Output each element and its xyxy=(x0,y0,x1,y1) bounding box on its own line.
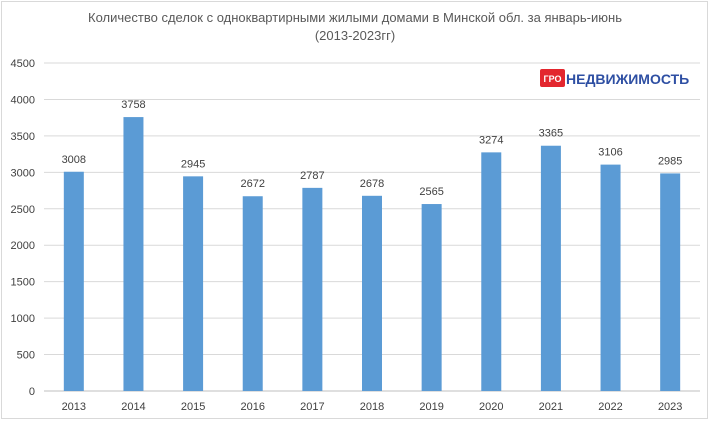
y-tick-label: 3000 xyxy=(11,167,35,179)
x-tick-label: 2020 xyxy=(479,401,503,413)
data-label-2017: 2787 xyxy=(300,170,324,182)
bars: 3008 3758 2945 2672 2787 2678 2565 3274 3365 3106… xyxy=(62,99,682,391)
y-tick-label: 3500 xyxy=(11,131,35,143)
logo-text: НЕДВИЖИМОСТЬ xyxy=(566,71,689,87)
y-tick-label: 1500 xyxy=(11,277,35,289)
x-tick-label: 2018 xyxy=(360,401,384,413)
logo-badge-icon xyxy=(540,69,565,87)
bar-2022 xyxy=(600,164,621,391)
y-tick-label: 500 xyxy=(17,350,35,362)
bar-2023 xyxy=(660,173,681,391)
x-tick-label: 2019 xyxy=(419,401,443,413)
x-tick-label: 2017 xyxy=(300,401,324,413)
bar-2014 xyxy=(123,117,144,391)
data-label-2014: 3758 xyxy=(121,99,145,111)
bar-2015 xyxy=(183,176,204,391)
logo: ГРО НЕДВИЖИМОСТЬ xyxy=(540,69,689,87)
data-label-2021: 3365 xyxy=(539,128,563,140)
y-axis-ticks: 0 500 1000 1500 2000 2500 3000 3500 4000 4500 xyxy=(11,58,35,398)
x-tick-label: 2023 xyxy=(658,401,682,413)
logo-badge-text: ГРО xyxy=(544,74,562,84)
x-tick-label: 2013 xyxy=(62,401,86,413)
x-tick-label: 2022 xyxy=(598,401,622,413)
bar-2019 xyxy=(421,204,442,391)
x-tick-label: 2015 xyxy=(181,401,205,413)
data-label-2023: 2985 xyxy=(658,155,682,167)
data-label-2019: 2565 xyxy=(419,186,443,198)
chart-subtitle: (2013-2023гг) xyxy=(315,28,395,43)
data-label-2020: 3274 xyxy=(479,134,503,146)
x-tick-label: 2016 xyxy=(240,401,264,413)
y-tick-label: 4500 xyxy=(11,58,35,70)
x-tick-label: 2014 xyxy=(121,401,145,413)
y-tick-label: 0 xyxy=(29,386,35,398)
y-tick-label: 2500 xyxy=(11,204,35,216)
x-tick-label: 2021 xyxy=(539,401,563,413)
bar-2016 xyxy=(242,196,263,391)
x-axis-ticks: 2013 2014 2015 2016 2017 2018 2019 2020 2021 2022… xyxy=(62,401,683,413)
y-tick-label: 2000 xyxy=(11,240,35,252)
data-label-2022: 3106 xyxy=(598,147,622,159)
bar-2018 xyxy=(362,195,382,391)
data-label-2016: 2672 xyxy=(240,178,264,190)
bar-2020 xyxy=(481,152,502,391)
y-tick-label: 1000 xyxy=(11,313,35,325)
bar-2013 xyxy=(63,171,84,391)
y-tick-label: 4000 xyxy=(11,94,35,106)
data-label-2018: 2678 xyxy=(360,178,384,190)
bar-2017 xyxy=(302,187,323,391)
data-label-2015: 2945 xyxy=(181,158,205,170)
bar-2021 xyxy=(540,145,561,391)
chart-title: Количество сделок с одноквартирными жилы… xyxy=(88,10,622,25)
data-label-2013: 3008 xyxy=(62,154,86,166)
